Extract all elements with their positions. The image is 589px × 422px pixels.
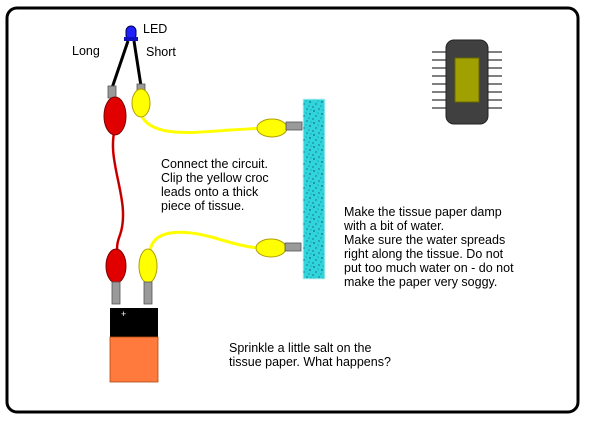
instruction-salt: Sprinkle a little salt on the tissue pap… (229, 341, 391, 369)
yellow-croc-clip-tissue-top (256, 118, 303, 138)
instruction-connect: Connect the circuit. Clip the yellow cro… (161, 157, 269, 213)
yellow-croc-clip-bottom (138, 248, 158, 305)
led-component (110, 25, 143, 89)
tissue-paper (302, 98, 326, 280)
short-leg-label: Short (146, 45, 176, 59)
battery-top (110, 308, 158, 337)
red-croc-clip-bottom (105, 248, 127, 305)
chip-icon (432, 39, 502, 125)
led-long-leg (110, 40, 130, 89)
led-short-leg (132, 40, 143, 87)
yellow-croc-clip-top (131, 83, 151, 118)
led-label: LED (143, 22, 168, 36)
long-leg-label: Long (72, 44, 100, 58)
red-croc-clip-top (103, 85, 127, 136)
battery-body (109, 336, 159, 383)
battery-plus-sign: + (121, 309, 126, 319)
battery: + (109, 308, 159, 383)
instruction-damp: Make the tissue paper damp with a bit of… (344, 205, 514, 289)
yellow-croc-clip-tissue-bottom (255, 238, 302, 258)
